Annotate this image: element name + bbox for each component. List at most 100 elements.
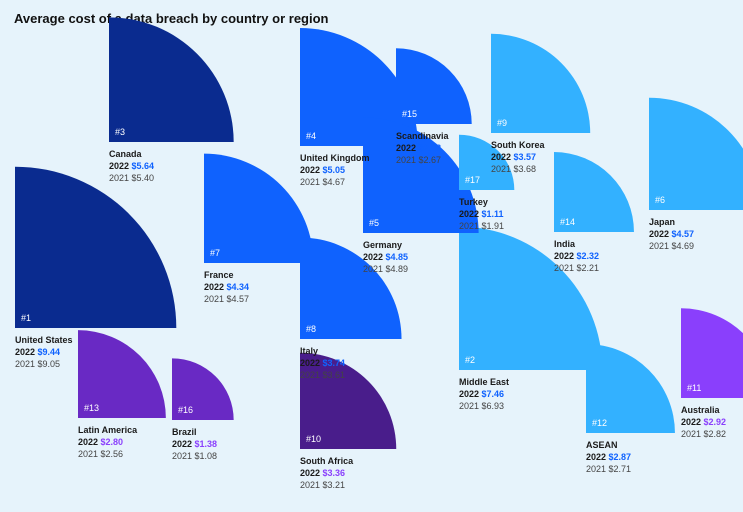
country-label: South Korea 2022 $3.57 2021 $3.68: [491, 139, 545, 175]
year-2021: 2021: [204, 294, 227, 304]
value-2021: $2.67: [418, 155, 442, 165]
year-2021: 2021: [459, 401, 482, 411]
year-2021: 2021: [15, 359, 38, 369]
value-2021: $2.56: [100, 449, 124, 459]
country-label: Japan 2022 $4.57 2021 $4.69: [649, 216, 694, 252]
rank-label: #4: [306, 131, 317, 141]
country-label: Scandinavia 2022 $2.08 2021 $2.67: [396, 130, 449, 166]
value-2022: $2.08: [418, 143, 442, 153]
year-2022: 2022: [204, 282, 227, 292]
value-2021: $4.67: [322, 177, 346, 187]
quarter-circle-france: [204, 153, 314, 263]
value-2022: $5.05: [322, 165, 346, 175]
value-2022: $3.74: [322, 358, 346, 368]
year-2022: 2022: [172, 439, 195, 449]
value-2021: $2.71: [608, 464, 632, 474]
country-name: Scandinavia: [396, 131, 449, 141]
value-2022: $2.80: [100, 437, 124, 447]
year-2022: 2022: [109, 161, 132, 171]
year-2021: 2021: [586, 464, 609, 474]
quarter-circle-south-korea: [491, 33, 591, 134]
year-2021: 2021: [649, 241, 672, 251]
country-label: France 2022 $4.34 2021 $4.57: [204, 269, 249, 305]
country-label: Brazil 2022 $1.38 2021 $1.08: [172, 426, 217, 462]
quarter-circle-middle-east: [459, 226, 603, 370]
country-name: Japan: [649, 217, 676, 227]
value-2021: $3.21: [322, 480, 346, 490]
rank-label: #9: [497, 118, 508, 128]
year-2021: 2021: [109, 173, 132, 183]
year-2022: 2022: [396, 143, 419, 153]
rank-label: #13: [84, 403, 100, 413]
country-label: Australia 2022 $2.92 2021 $2.82: [681, 404, 726, 440]
year-2021: 2021: [459, 221, 482, 231]
chart-title: Average cost of a data breach by country…: [14, 11, 329, 26]
value-2022: $9.44: [37, 347, 61, 357]
quarter-circle-asean: [586, 344, 675, 433]
year-2022: 2022: [586, 452, 609, 462]
value-2022: $5.64: [131, 161, 155, 171]
rank-label: #7: [210, 248, 221, 258]
rank-label: #10: [306, 434, 322, 444]
year-2022: 2022: [300, 468, 323, 478]
year-2022: 2022: [491, 152, 514, 162]
country-label: Canada 2022 $5.64 2021 $5.40: [109, 148, 154, 184]
rank-label: #1: [21, 313, 32, 323]
quarter-circle-brazil: [172, 358, 234, 420]
value-2022: $7.46: [481, 389, 505, 399]
rank-label: #11: [687, 383, 702, 393]
country-name: Canada: [109, 149, 142, 159]
rank-label: #12: [592, 418, 608, 428]
year-2021: 2021: [300, 480, 323, 490]
country-name: United Kingdom: [300, 153, 370, 163]
quarter-circle-india: [554, 152, 634, 232]
year-2021: 2021: [78, 449, 101, 459]
value-2022: $2.87: [608, 452, 632, 462]
rank-label: #5: [369, 218, 380, 228]
value-2021: $2.21: [576, 263, 600, 273]
rank-label: #15: [402, 109, 418, 119]
year-2022: 2022: [363, 252, 386, 262]
quarter-circle-canada: [109, 17, 234, 142]
quarter-circle-australia: [681, 308, 743, 398]
rank-label: #3: [115, 127, 126, 137]
year-2021: 2021: [363, 264, 386, 274]
value-2022: $1.11: [481, 209, 504, 219]
year-2021: 2021: [396, 155, 419, 165]
country-label: India 2022 $2.32 2021 $2.21: [554, 238, 599, 274]
value-2022: $4.85: [385, 252, 409, 262]
value-2022: $3.36: [322, 468, 346, 478]
year-2022: 2022: [78, 437, 101, 447]
country-label: South Africa 2022 $3.36 2021 $3.21: [300, 455, 353, 491]
rank-label: #14: [560, 217, 576, 227]
country-name: Turkey: [459, 197, 488, 207]
country-name: Italy: [300, 346, 319, 356]
value-2021: $4.69: [671, 241, 695, 251]
value-2022: $2.92: [703, 417, 727, 427]
country-name: United States: [15, 335, 73, 345]
country-name: South Korea: [491, 140, 545, 150]
value-2021: $3.68: [513, 164, 537, 174]
year-2022: 2022: [681, 417, 704, 427]
year-2022: 2022: [554, 251, 577, 261]
country-name: South Africa: [300, 456, 354, 466]
rank-label: #17: [465, 175, 481, 185]
quarter-circle-turkey: [459, 134, 515, 190]
country-name: Middle East: [459, 377, 510, 387]
country-label: Middle East 2022 $7.46 2021 $6.93: [459, 376, 509, 412]
country-name: France: [204, 270, 234, 280]
quarter-circle-italy: [300, 237, 402, 339]
value-2022: $2.32: [576, 251, 600, 261]
year-2022: 2022: [300, 165, 323, 175]
country-label: Italy 2022 $3.74 2021 $3.61: [300, 345, 345, 381]
value-2021: $4.89: [385, 264, 409, 274]
value-2021: $1.08: [194, 451, 218, 461]
country-name: Australia: [681, 405, 720, 415]
year-2021: 2021: [172, 451, 195, 461]
quarter-circle-scandinavia: [396, 48, 472, 124]
year-2022: 2022: [300, 358, 323, 368]
year-2021: 2021: [300, 370, 323, 380]
quarter-circle-south-africa: [300, 352, 397, 449]
value-2021: $6.93: [481, 401, 505, 411]
